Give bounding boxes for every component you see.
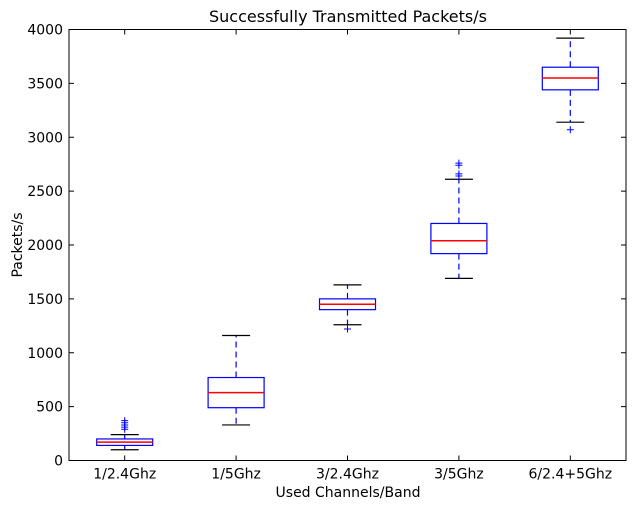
- x-tick-label: 6/2.4+5Ghz: [528, 467, 612, 483]
- plot-frame: [68, 29, 627, 461]
- outlier-marker: [121, 417, 129, 425]
- box: [430, 222, 488, 255]
- x-tick-label: 1/2.4Ghz: [93, 467, 156, 483]
- chart-title: Successfully Transmitted Packets/s: [209, 7, 487, 26]
- outlier-marker: [566, 126, 574, 134]
- y-tick-label: 3000: [27, 130, 63, 146]
- plot-area: 0 500 1000 1500 2000 2500 3000 3500 4000 1/2.4Ghz…: [27, 23, 626, 483]
- y-axis-label: Packets/s: [10, 212, 26, 277]
- x-tick-label: 3/5Ghz: [434, 467, 484, 483]
- x-tick-label: 1/5Ghz: [211, 467, 261, 483]
- outlier-marker: [455, 159, 463, 167]
- y-tick-label: 1500: [27, 292, 63, 308]
- x-tick-label: 3/2.4Ghz: [316, 467, 379, 483]
- y-tick-label: 1000: [27, 346, 63, 362]
- outlier-marker: [344, 325, 351, 333]
- y-tick-label: 500: [36, 400, 63, 416]
- y-tick-label: 2000: [27, 238, 63, 254]
- y-tick-label: 3500: [27, 76, 63, 92]
- outlier-marker: [455, 170, 463, 178]
- y-tick-label: 2500: [27, 184, 63, 200]
- x-axis-label: Used Channels/Band: [276, 485, 421, 501]
- y-tick-label: 4000: [27, 23, 63, 39]
- y-tick-label: 0: [54, 454, 63, 470]
